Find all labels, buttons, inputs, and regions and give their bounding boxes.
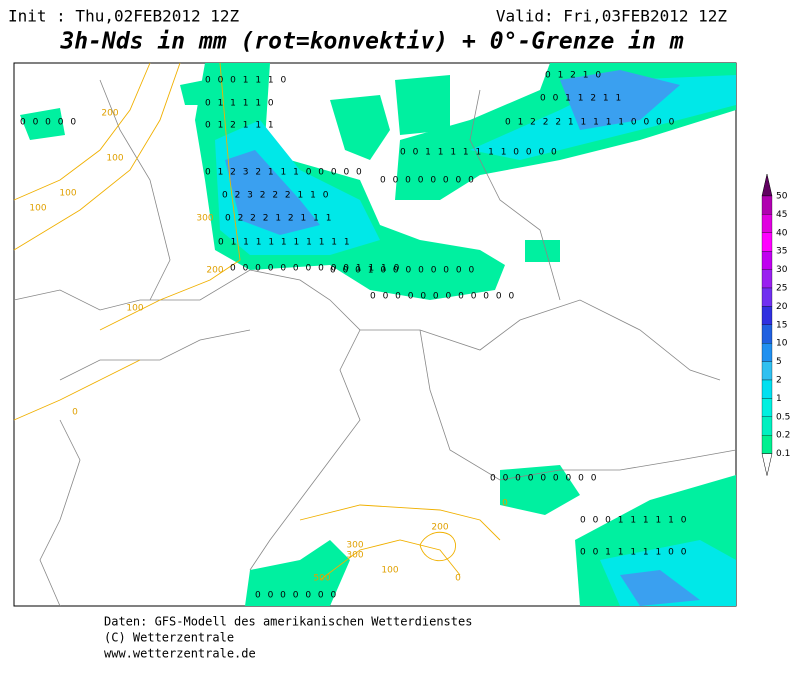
precip-row: 0 2 3 2 2 2 1 1 0 <box>222 191 330 201</box>
precip-row: 0 0 1 1 1 1 1 0 0 <box>580 548 688 558</box>
colorbar-swatch <box>761 343 773 362</box>
colorbar-bottom <box>761 453 773 476</box>
precip-row: 0 1 1 1 1 0 <box>205 99 276 109</box>
colorbar-swatch <box>761 324 773 344</box>
contour-label: 200 <box>431 523 448 533</box>
colorbar-label: 40 <box>776 228 788 238</box>
precip-row: 0 0 0 1 0 0 0 0 0 0 0 0 <box>330 266 476 276</box>
colorbar-label: 0.1 <box>776 449 790 459</box>
contour-label: 100 <box>126 304 143 314</box>
colorbar-label: 10 <box>776 339 788 349</box>
contour-label: 300 <box>346 541 363 551</box>
colorbar-label: 20 <box>776 302 788 312</box>
contour-label: 200 <box>101 109 118 119</box>
colorbar-swatch <box>761 287 773 307</box>
colorbar-label: 25 <box>776 284 787 294</box>
precip-row: 0 0 0 0 0 0 0 0 0 0 1 1 1 0 <box>230 264 401 274</box>
colorbar: 50 45 40 35 30 25 20 15 10 5 2 1 0.5 0.2 0.1 <box>761 173 790 476</box>
precip-row: 0 1 2 3 2 1 1 1 0 0 0 0 0 <box>205 168 364 178</box>
colorbar-swatch <box>761 251 773 270</box>
precip-heavy <box>225 70 700 606</box>
colorbar-label: 1 <box>776 394 782 404</box>
precip-row: 0 0 0 1 1 1 1 1 0 <box>580 516 688 526</box>
contour-label: 300 <box>196 214 213 224</box>
colorbar-swatch <box>761 379 773 399</box>
colorbar-swatch <box>761 435 773 454</box>
precip-row: 0 2 2 2 1 2 1 1 1 <box>225 214 333 224</box>
contour-label: 100 <box>106 154 123 164</box>
precip-row: 0 1 2 1 0 <box>545 71 603 81</box>
precip-row: 0 0 1 1 2 1 1 <box>540 94 623 104</box>
footer-url: www.wetterzentrale.de <box>104 647 256 661</box>
colorbar-label: 35 <box>776 247 787 257</box>
contour-label: 100 <box>381 566 398 576</box>
init-time: Init : Thu,02FEB2012 12Z <box>8 7 240 26</box>
precip-row: 0 0 0 0 0 0 0 0 0 <box>490 474 598 484</box>
contour-label: 0 <box>455 574 461 584</box>
colorbar-label: 5 <box>776 357 782 367</box>
contour-label: 200 <box>206 266 223 276</box>
colorbar-label: 0.2 <box>776 431 790 441</box>
precip-row: 0 1 2 1 1 1 <box>205 121 276 131</box>
contour-label: 300 <box>346 551 363 561</box>
borders <box>13 79 737 607</box>
valid-time: Valid: Fri,03FEB2012 12Z <box>496 7 728 26</box>
footer-source: Daten: GFS-Modell des amerikanischen Wet… <box>104 615 472 629</box>
colorbar-label: 2 <box>776 376 782 386</box>
contour-label: 0 <box>502 499 508 509</box>
colorbar-top <box>761 173 773 197</box>
precip-row: 0 0 1 1 1 1 1 1 1 0 0 0 0 <box>400 148 559 158</box>
contour-label: 0 <box>72 408 78 418</box>
colorbar-swatch <box>761 398 773 417</box>
contour-label: 100 <box>59 189 76 199</box>
footer-copyright: (C) Wetterzentrale <box>104 631 234 645</box>
precip-row: 0 0 0 0 0 0 0 0 0 0 0 0 <box>370 292 516 302</box>
contour-label: 500 <box>313 574 330 584</box>
colorbar-swatch <box>761 195 773 215</box>
colorbar-label: 30 <box>776 265 788 275</box>
precip-values: 0 0 0 1 1 1 0 0 1 1 1 1 0 0 1 2 1 1 1 0 1 2… <box>20 71 688 601</box>
colorbar-label: 45 <box>776 210 787 220</box>
precip-row: 0 0 0 1 1 1 0 <box>205 76 288 86</box>
colorbar-label: 50 <box>776 192 788 202</box>
colorbar-swatch <box>761 232 773 252</box>
colorbar-swatch <box>761 361 773 381</box>
precip-row: 0 1 2 2 2 1 1 1 1 1 0 0 0 0 <box>505 118 676 128</box>
freezing-level-contours <box>13 62 501 581</box>
colorbar-swatch <box>761 416 773 436</box>
map-area: 200100100100300200100002003003005001000 … <box>13 62 737 607</box>
map-title: 3h-Nds in mm (rot=konvektiv) + 0°-Grenze… <box>59 29 683 55</box>
precip-row: 0 0 0 0 0 0 0 0 <box>380 176 476 186</box>
colorbar-swatch <box>761 214 773 233</box>
colorbar-label: 15 <box>776 320 787 330</box>
colorbar-swatch <box>761 306 773 325</box>
precip-row: 0 0 0 0 0 <box>20 118 78 128</box>
precip-row: 0 1 1 1 1 1 1 1 1 1 1 <box>218 238 352 248</box>
colorbar-label: 0.5 <box>776 412 790 422</box>
contour-label: 100 <box>29 204 46 214</box>
precip-row: 0 0 0 0 0 0 0 <box>255 591 338 601</box>
colorbar-swatch <box>761 269 773 289</box>
